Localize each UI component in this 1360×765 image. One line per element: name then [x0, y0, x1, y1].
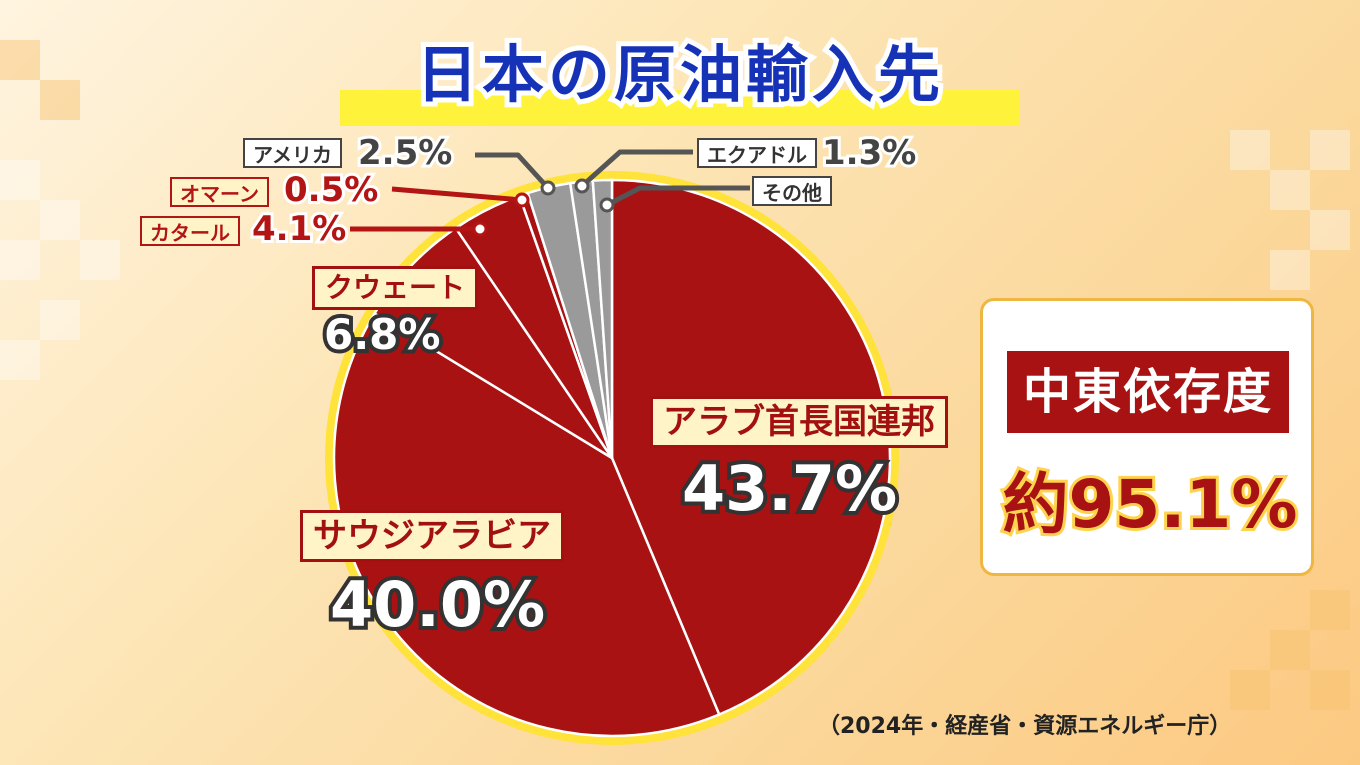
source-note: （2024年・経産省・資源エネルギー庁）: [818, 714, 1232, 739]
title-area: 日本の原油輸入先: [340, 20, 1020, 130]
leader-qatar-dot: [472, 221, 488, 237]
value-usa: 2.5%: [355, 130, 455, 176]
value-qatar: 4.1%: [249, 206, 349, 252]
label-ecuador: エクアドル: [697, 138, 817, 168]
label-qatar: カタール: [140, 216, 240, 246]
leader-oman-dot: [514, 192, 530, 208]
value-kuwait: 6.8%: [320, 306, 445, 363]
leader-other: [605, 185, 750, 208]
dependency-label: 中東依存度: [1007, 351, 1289, 433]
leader-usa: [475, 152, 550, 190]
value-saudi: 40.0%: [326, 564, 549, 645]
leader-other-dot: [599, 197, 615, 213]
value-oman: 0.5%: [281, 167, 381, 213]
leader-oman: [391, 186, 523, 203]
label-uae: アラブ首長国連邦: [650, 396, 948, 448]
value-uae: 43.7%: [678, 448, 901, 529]
pie-slice-その他: [591, 178, 614, 459]
dependency-value: 約95.1%: [1000, 463, 1301, 546]
page-title: 日本の原油輸入先: [411, 33, 945, 116]
title-highlight-band: [340, 90, 1020, 126]
label-kuwait: クウェート: [312, 266, 479, 310]
leader-ecuador: [580, 149, 693, 188]
value-ecuador: 1.3%: [819, 130, 919, 176]
leader-ecuador-dot: [574, 178, 590, 194]
label-saudi: サウジアラビア: [300, 510, 564, 562]
label-usa: アメリカ: [243, 138, 342, 168]
label-other: その他: [752, 176, 832, 206]
label-oman: オマーン: [170, 177, 269, 207]
leader-usa-dot: [540, 180, 556, 196]
middle-east-dependency-box: 中東依存度 約95.1%: [980, 298, 1314, 576]
